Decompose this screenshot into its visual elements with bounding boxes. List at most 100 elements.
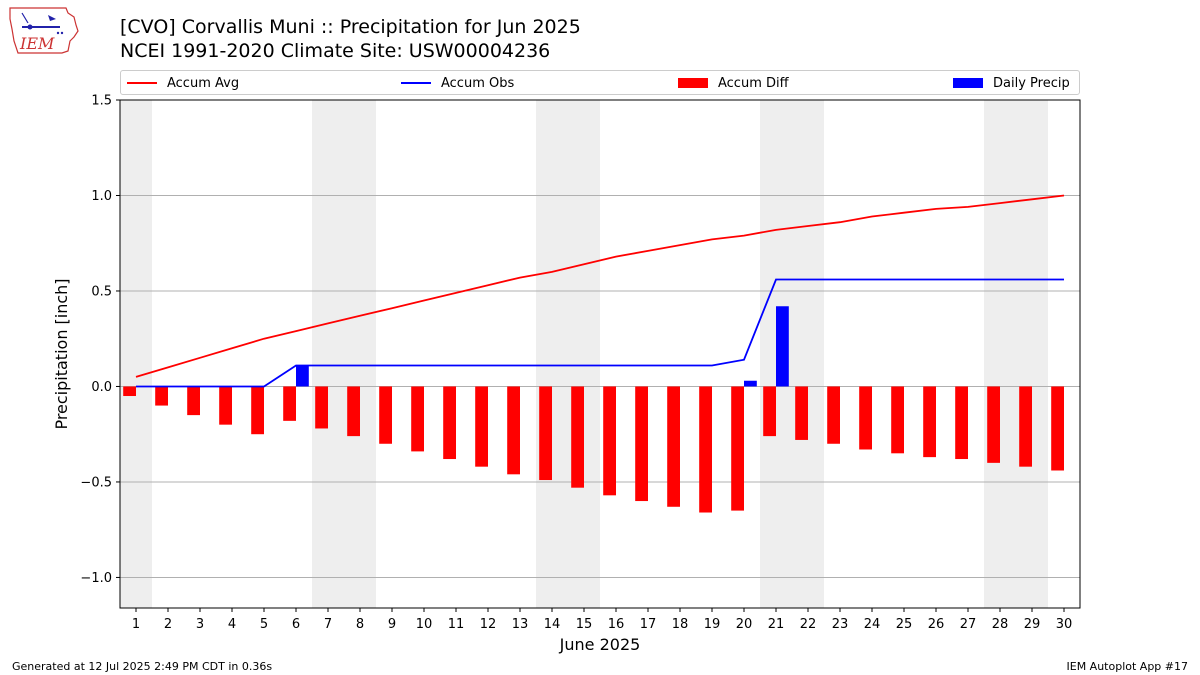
x-tick-label: 4: [228, 617, 236, 632]
x-tick-label: 21: [768, 617, 785, 632]
weekend-shade: [792, 100, 824, 608]
legend-swatch-accum-obs: [401, 82, 431, 84]
accum-avg-line: [135, 194, 1065, 378]
x-tick-label: 19: [704, 617, 721, 632]
accum-diff-bar: [603, 386, 616, 496]
legend-item-accum-obs: Accum Obs: [401, 74, 514, 92]
x-tick-label: 6: [292, 617, 300, 632]
x-tick-label: 14: [544, 617, 561, 632]
daily-precip-bar: [296, 365, 309, 387]
accum-diff-bar: [155, 386, 168, 406]
logo-text: IEM: [19, 34, 55, 53]
accum-diff-bar: [859, 386, 872, 450]
legend-item-daily-precip: Daily Precip: [953, 74, 1070, 92]
x-tick-label: 1: [132, 617, 140, 632]
weekend-shade: [536, 100, 568, 608]
x-tick-label: 22: [800, 617, 817, 632]
accum-diff-bar: [283, 386, 296, 421]
accum-diff-bar: [731, 386, 744, 511]
accum-diff-bar: [187, 386, 200, 416]
y-tick-label: −1.0: [80, 571, 112, 586]
weekend-shade: [120, 100, 152, 608]
x-tick-label: 11: [448, 617, 465, 632]
accum-diff-bar: [379, 386, 392, 444]
iem-logo: IEM: [8, 5, 80, 59]
accum-diff-bar: [475, 386, 488, 467]
accum-diff-bar: [219, 386, 232, 425]
x-tick-label: 23: [832, 617, 849, 632]
y-tick-label: −0.5: [80, 475, 112, 490]
y-tick-label: 1.5: [91, 94, 112, 109]
accum-diff-bar: [1051, 386, 1064, 471]
x-tick-label: 13: [512, 617, 529, 632]
x-tick-label: 15: [576, 617, 593, 632]
accum-diff-bar: [987, 386, 1000, 463]
plot-frame: [119, 99, 1081, 609]
accum-diff-bar: [571, 386, 584, 488]
x-tick-label: 7: [324, 617, 332, 632]
legend-item-accum-diff: Accum Diff: [678, 74, 789, 92]
accum-diff-bar: [699, 386, 712, 513]
accum-diff-bar: [347, 386, 360, 437]
legend-label-accum-avg: Accum Avg: [167, 75, 240, 91]
x-tick-label: 25: [896, 617, 913, 632]
chart-legend: Accum Avg Accum Obs Accum Diff Daily Pre…: [120, 70, 1080, 95]
weekend-shade: [984, 100, 1016, 608]
accum-diff-bar: [667, 386, 680, 507]
x-tick-label: 30: [1056, 617, 1073, 632]
x-tick-label: 24: [864, 617, 881, 632]
legend-swatch-accum-avg: [127, 82, 157, 84]
accum-diff-bar: [827, 386, 840, 444]
x-tick-label: 17: [640, 617, 657, 632]
daily-precip-bar: [776, 306, 789, 387]
iowa-state-logo-icon: IEM: [9, 7, 79, 54]
x-tick-label: 3: [196, 617, 204, 632]
x-tick-label: 29: [1024, 617, 1041, 632]
accum-obs-line: [136, 278, 1064, 388]
legend-label-accum-obs: Accum Obs: [441, 75, 515, 91]
weekend-shade: [568, 100, 600, 608]
x-tick-label: 27: [960, 617, 977, 632]
weekend-shade: [1016, 100, 1048, 608]
x-tick-label: 18: [672, 617, 689, 632]
x-tick-label: 28: [992, 617, 1009, 632]
accum-diff-bar: [411, 386, 424, 452]
accum-diff-bar: [507, 386, 520, 475]
title-line-1: [CVO] Corvallis Muni :: Precipitation fo…: [120, 16, 581, 38]
accum-diff-bar: [1019, 386, 1032, 467]
accum-diff-bar: [923, 386, 936, 458]
x-tick-label: 10: [416, 617, 433, 632]
accum-diff-bar: [539, 386, 552, 481]
daily-precip-bar: [744, 380, 757, 387]
legend-swatch-daily-precip: [953, 78, 983, 88]
y-axis-label: Precipitation [inch]: [52, 278, 71, 429]
legend-item-accum-avg: Accum Avg: [127, 74, 239, 92]
weekend-shade: [312, 100, 344, 608]
x-tick-label: 5: [260, 617, 268, 632]
accum-diff-bar: [251, 386, 264, 435]
footer-app-text: IEM Autoplot App #17: [1066, 660, 1189, 673]
y-tick-label: 1.0: [91, 189, 112, 204]
title-line-2: NCEI 1991-2020 Climate Site: USW00004236: [120, 40, 551, 62]
footer-generated-text: Generated at 12 Jul 2025 2:49 PM CDT in …: [12, 660, 273, 673]
x-tick-label: 9: [388, 617, 396, 632]
legend-label-accum-diff: Accum Diff: [718, 75, 789, 91]
accum-diff-bar: [315, 386, 328, 429]
x-tick-label: 16: [608, 617, 625, 632]
legend-swatch-accum-diff: [678, 78, 708, 88]
legend-label-daily-precip: Daily Precip: [993, 75, 1070, 91]
accum-diff-bar: [955, 386, 968, 460]
y-tick-label: 0.0: [91, 380, 112, 395]
x-tick-label: 8: [356, 617, 364, 632]
x-tick-label: 2: [164, 617, 172, 632]
accum-diff-bar: [635, 386, 648, 502]
accum-diff-bar: [891, 386, 904, 454]
accum-diff-bar: [123, 386, 136, 397]
accum-diff-bar: [443, 386, 456, 460]
weekend-shade: [344, 100, 376, 608]
accum-diff-bar: [795, 386, 808, 440]
x-tick-label: 12: [480, 617, 497, 632]
x-tick-label: 26: [928, 617, 945, 632]
accum-diff-bar: [763, 386, 776, 437]
